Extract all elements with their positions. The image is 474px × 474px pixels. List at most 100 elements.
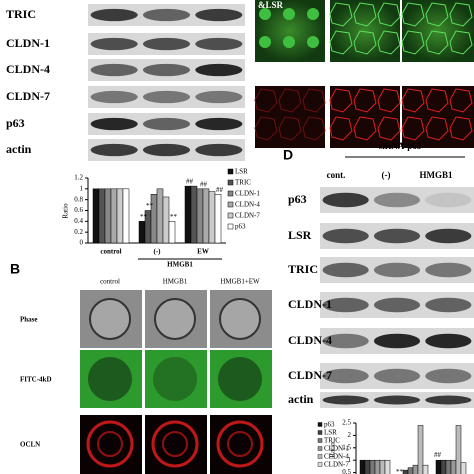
- blot-band: [425, 228, 472, 244]
- chart-area: [353, 422, 467, 474]
- y-tick-label: 1.2: [74, 174, 83, 182]
- cell: [219, 298, 261, 340]
- legend-swatch: [227, 190, 234, 197]
- significance: ##: [200, 180, 208, 188]
- column-label: cont.: [327, 170, 346, 180]
- y-tick-label: 1: [80, 184, 84, 192]
- nucleus: [283, 8, 295, 20]
- column-label: control: [100, 278, 120, 286]
- y-tick-label: 0.4: [74, 217, 83, 225]
- cell-border: [254, 88, 278, 113]
- blot-label: CLDN-1: [6, 36, 50, 50]
- legend-label: TRIC: [324, 437, 340, 445]
- y-tick-label: 1.5: [342, 443, 351, 451]
- blot-label: CLDN-4: [288, 333, 332, 347]
- cell: [218, 357, 262, 401]
- bar: [196, 188, 204, 244]
- bar: [402, 469, 409, 474]
- blot-band: [90, 37, 138, 51]
- row-label: Phase: [20, 316, 38, 324]
- blot-band: [142, 117, 191, 131]
- cell: [153, 357, 197, 401]
- cell-border: [401, 2, 425, 27]
- y-tick-label: 0.5: [342, 468, 351, 474]
- column-label: HMGB1: [163, 278, 188, 286]
- blot-band: [90, 117, 138, 131]
- blot-label: actin: [6, 142, 32, 156]
- cell-border: [425, 116, 449, 141]
- legend-swatch: [227, 168, 234, 175]
- x-tick-label: EW: [197, 248, 209, 256]
- y-tick-label: 0: [80, 239, 84, 247]
- legend-label: CLDN-4: [235, 201, 260, 209]
- cell-border: [353, 30, 377, 55]
- blot-label: TRIC: [288, 262, 318, 276]
- cell-border: [353, 2, 377, 27]
- y-tick-label: 0.8: [74, 195, 83, 203]
- micrograph: [255, 86, 325, 148]
- row-label: FITC-4kD: [20, 376, 52, 384]
- blot-band: [322, 333, 369, 349]
- legend-swatch: [317, 446, 323, 451]
- bar: [190, 185, 198, 244]
- micrograph: [330, 86, 400, 148]
- significance: **: [140, 213, 148, 221]
- cell: [88, 357, 132, 401]
- y-tick-label: 0.6: [74, 206, 83, 214]
- legend-swatch: [317, 454, 323, 459]
- bar: [104, 188, 112, 244]
- cell-border: [377, 88, 401, 113]
- blot-band: [195, 8, 243, 22]
- stain-label: &LSR: [258, 0, 284, 10]
- bar: [162, 196, 170, 244]
- blot-band: [90, 8, 138, 22]
- legend-swatch: [317, 422, 323, 427]
- blot-band: [373, 333, 421, 349]
- legend-label: LSR: [324, 429, 337, 437]
- bar: [184, 185, 192, 244]
- blot-band: [425, 395, 472, 405]
- stain-label: OCLN: [262, 67, 289, 77]
- bar: [156, 188, 164, 244]
- y-tick-label: 0.2: [74, 228, 83, 236]
- cell-border: [278, 116, 302, 141]
- cell-border: [353, 116, 377, 141]
- blot-band: [142, 8, 191, 22]
- group-header: siRNA-p63: [379, 141, 422, 151]
- bar: [435, 459, 442, 474]
- blot-band: [90, 143, 138, 157]
- bar: [374, 459, 381, 474]
- blot-band: [373, 228, 421, 244]
- bar: [422, 464, 429, 474]
- micrograph: [402, 0, 474, 62]
- cell-border: [353, 88, 377, 113]
- blot-label: TRIC: [6, 7, 36, 21]
- legend-label: LSR: [235, 168, 248, 176]
- blot-band: [373, 297, 421, 313]
- bar: [116, 188, 124, 244]
- blot-label: CLDN-1: [288, 297, 332, 311]
- legend-swatch: [227, 212, 234, 219]
- legend-label: TRIC: [235, 179, 251, 187]
- bar: [455, 425, 462, 474]
- legend-swatch: [227, 201, 234, 208]
- blot-label: CLDN-4: [6, 62, 50, 76]
- cell-border: [329, 116, 353, 141]
- cell-border: [449, 30, 473, 55]
- column-label: HMGB1+EW: [220, 278, 260, 286]
- cell-border: [329, 30, 353, 55]
- cell: [89, 298, 131, 340]
- blot-band: [142, 37, 191, 51]
- blot-label: CLDN-7: [6, 89, 50, 103]
- cell-border: [329, 88, 353, 113]
- panel-label: D: [283, 147, 293, 163]
- blot-band: [90, 90, 138, 104]
- cell-border: [449, 88, 473, 113]
- blot-band: [425, 333, 472, 349]
- bar: [92, 188, 100, 244]
- bar: [98, 188, 106, 244]
- nucleus: [283, 36, 295, 48]
- blot-band: [322, 395, 369, 405]
- cell-border: [278, 88, 302, 113]
- blot-band: [195, 37, 243, 51]
